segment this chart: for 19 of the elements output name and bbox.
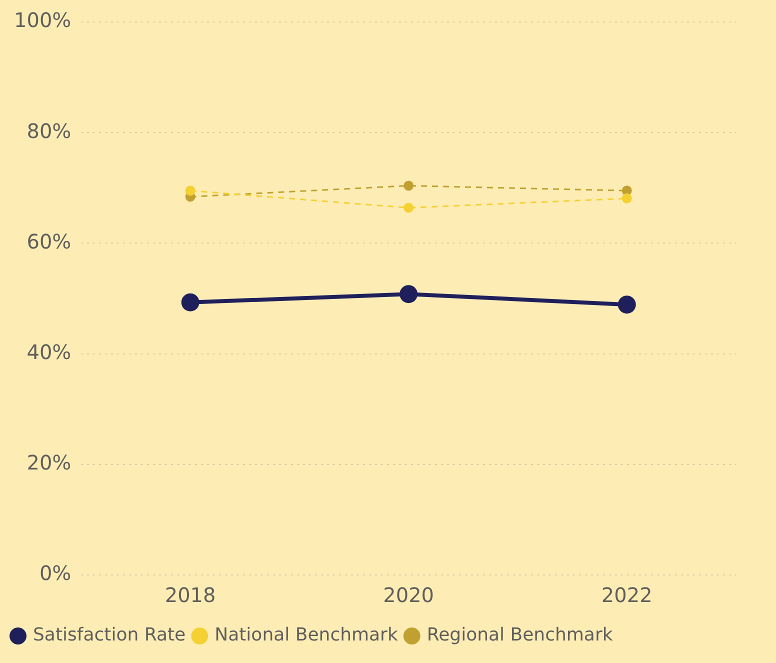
legend-label: National Benchmark xyxy=(214,624,398,646)
y-tick-label: 0% xyxy=(39,561,72,586)
y-tick-label: 100% xyxy=(14,8,72,32)
point xyxy=(404,180,414,191)
y-tick-label: 20% xyxy=(26,450,72,475)
point xyxy=(400,285,418,304)
y-tick-label: 60% xyxy=(26,229,72,254)
legend-label: Regional Benchmark xyxy=(426,624,614,646)
point xyxy=(618,296,636,314)
legend-label: Satisfaction Rate xyxy=(33,624,186,646)
y-tick-label: 80% xyxy=(26,118,72,143)
y-tick-label: 40% xyxy=(26,340,72,364)
x-tick-label: 2020 xyxy=(383,583,434,608)
point xyxy=(181,293,200,312)
point xyxy=(622,193,632,204)
x-tick-label: 2018 xyxy=(164,583,216,608)
point xyxy=(404,202,414,213)
point xyxy=(185,186,196,196)
x-tick-label: 2022 xyxy=(601,583,652,608)
